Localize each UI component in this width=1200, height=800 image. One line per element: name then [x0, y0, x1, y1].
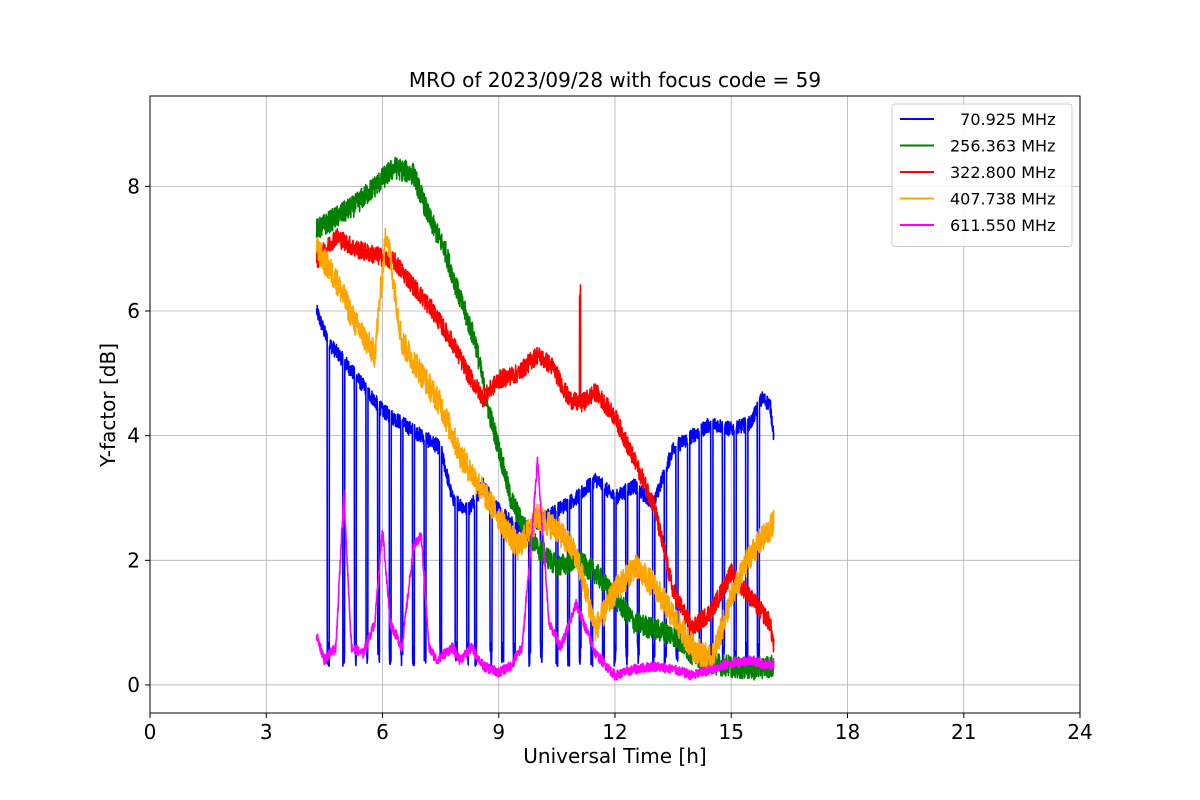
series-line-4 — [315, 456, 775, 681]
x-tick-label: 21 — [951, 720, 976, 744]
series-line-2 — [315, 228, 775, 653]
x-tick-label: 0 — [144, 720, 157, 744]
chart-title: MRO of 2023/09/28 with focus code = 59 — [409, 68, 821, 92]
y-axis-label: Y-factor [dB] — [96, 343, 120, 468]
series-line-3 — [315, 227, 775, 672]
x-tick-label: 6 — [376, 720, 389, 744]
legend-label-1: 256.363 MHz — [950, 137, 1055, 156]
plot-series — [315, 156, 775, 681]
legend-label-2: 322.800 MHz — [950, 163, 1055, 182]
x-tick-label: 3 — [260, 720, 273, 744]
legend: 70.925 MHz 256.363 MHz 322.800 MHz 407.738 … — [891, 103, 1073, 247]
y-tick-label: 8 — [127, 174, 140, 198]
legend-label-3: 407.738 MHz — [950, 190, 1055, 209]
x-tick-label: 24 — [1067, 720, 1092, 744]
legend-box — [891, 103, 1073, 247]
x-tick-label: 15 — [719, 720, 744, 744]
y-tick-label: 2 — [127, 548, 140, 572]
y-tick-label: 4 — [127, 424, 140, 448]
legend-label-0: 70.925 MHz — [950, 110, 1055, 129]
legend-label-4: 611.550 MHz — [950, 216, 1055, 235]
x-tick-label: 12 — [602, 720, 627, 744]
y-tick-label: 0 — [127, 673, 140, 697]
x-axis-label: Universal Time [h] — [523, 744, 706, 768]
x-tick-label: 18 — [835, 720, 860, 744]
x-tick-label: 9 — [492, 720, 505, 744]
y-tick-label: 6 — [127, 299, 140, 323]
